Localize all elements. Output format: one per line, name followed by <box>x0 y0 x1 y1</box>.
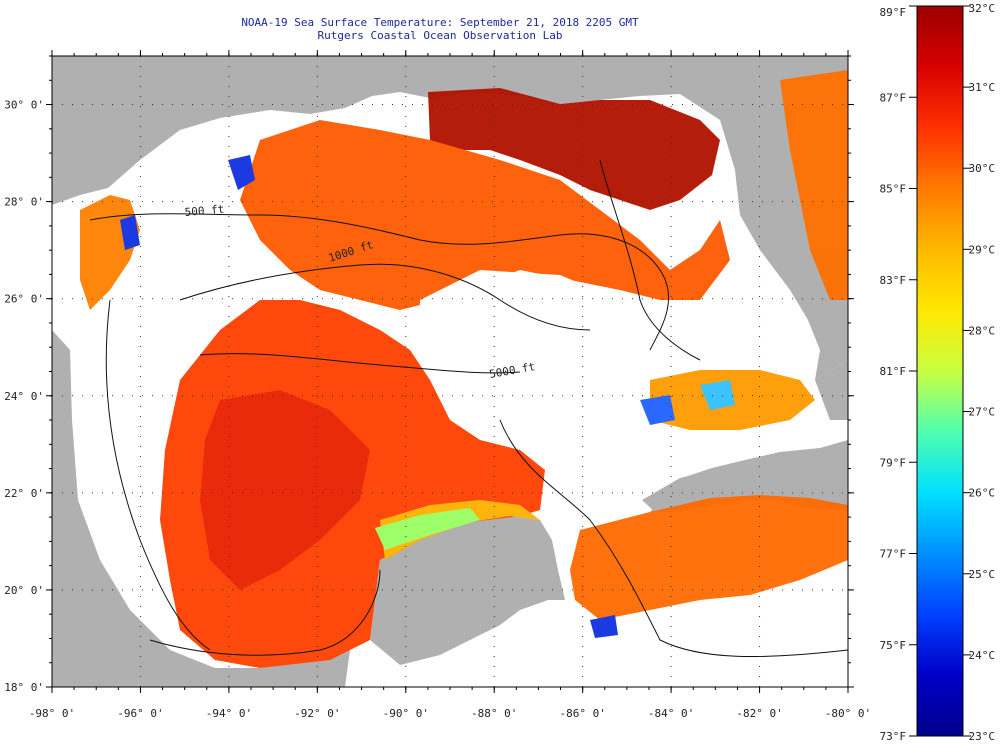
colorbar-f-label: 89°F <box>880 6 907 19</box>
lon-tick-label: -80° 0' <box>825 707 871 720</box>
lat-tick-label: 20° 0' <box>4 584 44 597</box>
lat-tick-label: 30° 0' <box>4 99 44 112</box>
colorbar-f-label: 77°F <box>880 548 907 561</box>
sst-patch-cool-1 <box>228 155 255 190</box>
sst-patch-cool-5 <box>590 615 618 638</box>
lon-tick-label: -92° 0' <box>294 707 340 720</box>
colorbar-f-label: 79°F <box>880 456 907 469</box>
colorbar-f-label: 73°F <box>880 730 907 743</box>
colorbar-f-label: 85°F <box>880 183 907 196</box>
colorbar-c-label: 31°C <box>969 81 996 94</box>
colorbar-celsius-labels: 32°C 31°C 30°C 29°C 28°C 27°C 26°C 25°C 24°C 23°C <box>963 2 995 743</box>
colorbar-c-label: 23°C <box>969 730 996 743</box>
sst-patch-north <box>240 120 730 310</box>
colorbar-f-label: 81°F <box>880 365 907 378</box>
contour-label: 500 ft <box>184 203 225 219</box>
yucatan-land <box>370 516 565 665</box>
contour-5000ft <box>199 353 521 374</box>
lon-tick-label: -86° 0' <box>559 707 605 720</box>
lon-tick-label: -84° 0' <box>648 707 694 720</box>
map-title: NOAA-19 Sea Surface Temperature: Septemb… <box>241 16 639 29</box>
colorbar-f-label: 75°F <box>880 639 907 652</box>
sst-data-layer <box>80 70 848 668</box>
colorbar-c-label: 32°C <box>969 2 996 15</box>
contour-south <box>149 569 381 656</box>
longitude-ticks: -98° 0' -96° 0' -94° 0' -92° 0' -90° 0' -88° … <box>29 50 871 720</box>
lon-tick-label: -82° 0' <box>736 707 782 720</box>
colorbar-c-label: 29°C <box>969 243 996 256</box>
sst-patch-caribbean <box>570 495 848 620</box>
colorbar-c-label: 28°C <box>969 324 996 337</box>
lat-tick-label: 26° 0' <box>4 293 44 306</box>
contour-west <box>105 299 211 651</box>
lat-tick-label: 24° 0' <box>4 390 44 403</box>
contour-1000ft <box>179 263 591 331</box>
colorbar: 89°F 87°F 85°F 83°F 81°F 79°F 77°F 75°F 73°F 32°… <box>880 2 996 743</box>
sst-patch-cool-3 <box>640 395 675 425</box>
contour-yucatan <box>499 419 848 658</box>
colorbar-fahrenheit-labels: 89°F 87°F 85°F 83°F 81°F 79°F 77°F 75°F 73°F <box>880 5 917 743</box>
sst-patch-west-deep <box>200 390 370 590</box>
lat-tick-label: 22° 0' <box>4 487 44 500</box>
colorbar-c-label: 27°C <box>969 406 996 419</box>
sst-patch-cool-4 <box>700 380 735 410</box>
lon-tick-label: -96° 0' <box>117 707 163 720</box>
map-subtitle: Rutgers Coastal Ocean Observation Lab <box>317 29 563 42</box>
contour-east <box>599 159 701 361</box>
contour-500ft <box>89 213 670 351</box>
lon-tick-label: -88° 0' <box>471 707 517 720</box>
colorbar-f-label: 83°F <box>880 274 907 287</box>
lon-tick-label: -98° 0' <box>29 707 75 720</box>
sst-patch-cool-strip <box>375 508 480 550</box>
colorbar-c-label: 30°C <box>969 162 996 175</box>
colorbar-c-label: 26°C <box>969 487 996 500</box>
cloud-center <box>420 270 660 385</box>
latitude-ticks: 18° 0' 20° 0' 22° 0' 24° 0' 26° 0' 28° 0' 30° … <box>4 55 854 694</box>
sst-patch-cool-2 <box>120 215 140 250</box>
mexico-land <box>52 330 350 687</box>
lon-tick-label: -94° 0' <box>206 707 252 720</box>
colorbar-c-label: 25°C <box>969 568 996 581</box>
lat-tick-label: 28° 0' <box>4 196 44 209</box>
lat-tick-label: 18° 0' <box>4 681 44 694</box>
colorbar-bar <box>916 5 964 737</box>
sst-patch-hot-ne <box>428 88 720 210</box>
bathymetry-contours <box>89 159 848 658</box>
colorbar-f-label: 87°F <box>880 91 907 104</box>
lon-tick-label: -90° 0' <box>383 707 429 720</box>
colorbar-c-label: 24°C <box>969 649 996 662</box>
sst-patch-florida-atl <box>780 70 848 300</box>
bahamas-land <box>815 360 848 420</box>
